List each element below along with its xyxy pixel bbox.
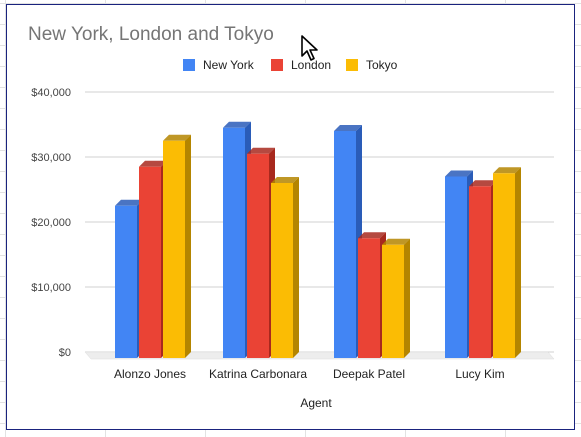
y-tick-label: $30,000 bbox=[31, 152, 71, 164]
bar-top bbox=[334, 125, 362, 131]
legend-swatch bbox=[183, 59, 195, 71]
mouse-cursor-icon bbox=[301, 35, 318, 61]
bar-top bbox=[247, 147, 275, 154]
bar-side bbox=[293, 177, 299, 358]
bar bbox=[247, 153, 269, 358]
legend-label: New York bbox=[203, 58, 255, 72]
bar-side bbox=[404, 238, 410, 358]
x-tick-label: Deepak Patel bbox=[333, 367, 405, 381]
bar bbox=[469, 186, 491, 358]
y-tick-label: $10,000 bbox=[31, 282, 71, 294]
bar-top bbox=[445, 170, 473, 177]
bar-top bbox=[163, 134, 191, 141]
bar bbox=[382, 244, 404, 358]
bar bbox=[139, 166, 161, 358]
bar bbox=[115, 205, 137, 358]
legend-swatch bbox=[271, 59, 283, 71]
bar-top bbox=[469, 180, 497, 187]
x-tick-label: Lucy Kim bbox=[455, 367, 504, 381]
bar-top bbox=[271, 177, 299, 183]
x-tick-label: Alonzo Jones bbox=[114, 367, 186, 381]
bar-side bbox=[515, 167, 521, 358]
bar bbox=[271, 183, 293, 358]
bar-top bbox=[493, 167, 521, 174]
bar-top bbox=[139, 160, 167, 167]
bar-top bbox=[115, 199, 143, 206]
chart-title: New York, London and Tokyo bbox=[28, 24, 274, 45]
bar bbox=[358, 238, 380, 358]
bar-side bbox=[185, 134, 191, 358]
bar-top bbox=[358, 232, 386, 239]
y-tick-label: $40,000 bbox=[31, 87, 71, 99]
bar bbox=[223, 127, 245, 358]
bar-top bbox=[223, 121, 251, 128]
x-axis-title: Agent bbox=[300, 396, 332, 410]
bar-top bbox=[382, 238, 410, 245]
legend-label: London bbox=[291, 58, 331, 72]
bar bbox=[163, 140, 185, 358]
bar bbox=[493, 173, 515, 358]
y-tick-label: $20,000 bbox=[31, 217, 71, 229]
bar bbox=[334, 131, 356, 358]
bar bbox=[445, 176, 467, 358]
x-tick-label: Katrina Carbonara bbox=[209, 367, 307, 381]
legend-label: Tokyo bbox=[366, 58, 398, 72]
legend-swatch bbox=[346, 59, 358, 71]
y-tick-label: $0 bbox=[59, 347, 71, 359]
